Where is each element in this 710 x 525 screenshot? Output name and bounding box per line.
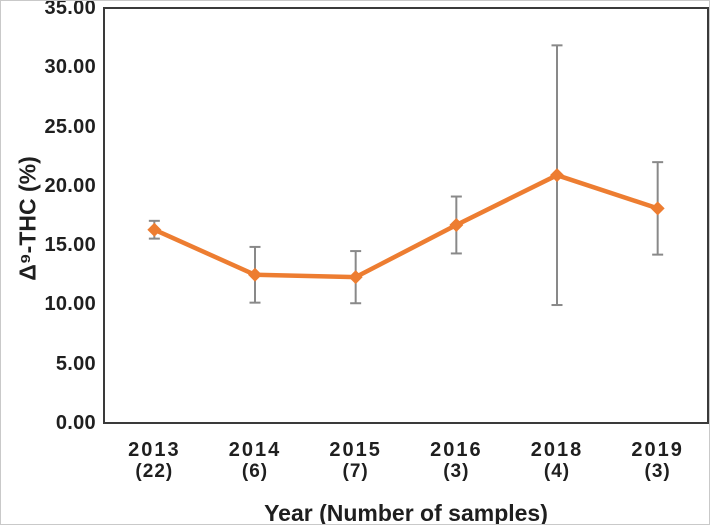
plot-frame	[103, 7, 709, 424]
y-tick-label: 35.00	[44, 0, 96, 19]
y-tick-label: 20.00	[44, 174, 96, 197]
x-tick-count-label: (4)	[543, 461, 571, 482]
data-point-2016	[449, 217, 464, 232]
x-tick-count-label: (7)	[342, 461, 369, 482]
y-axis-title: Δ⁹-THC (%)	[14, 156, 41, 281]
data-point-2015	[348, 270, 363, 285]
x-tick-count-label: (22)	[135, 461, 174, 482]
x-tick-year-label: 2013	[128, 439, 181, 461]
x-tick-year-label: 2016	[430, 439, 483, 461]
data-point-2018	[550, 168, 564, 183]
y-tick-label: 30.00	[44, 56, 96, 79]
x-tick-year-label: 2014	[228, 439, 282, 461]
y-tick-label: 0.00	[55, 412, 96, 434]
x-tick-count-label: (3)	[644, 461, 671, 482]
data-point-2019	[650, 201, 665, 216]
y-tick-label: 15.00	[44, 234, 96, 257]
y-tick-label: 5.00	[55, 352, 96, 375]
trend-line	[153, 172, 659, 280]
data-point-2014	[248, 267, 262, 282]
data-point-2013	[147, 222, 162, 237]
x-tick-year-label: 2019	[631, 439, 684, 461]
y-tick-label: 25.00	[44, 115, 96, 138]
y-tick-label: 10.00	[44, 293, 96, 316]
x-tick-count-label: (3)	[443, 461, 470, 482]
x-axis-title: Year (Number of samples)	[264, 500, 548, 525]
x-tick-count-label: (6)	[241, 461, 269, 482]
x-tick-year-label: 2018	[530, 439, 584, 461]
x-tick-year-label: 2015	[329, 439, 382, 461]
